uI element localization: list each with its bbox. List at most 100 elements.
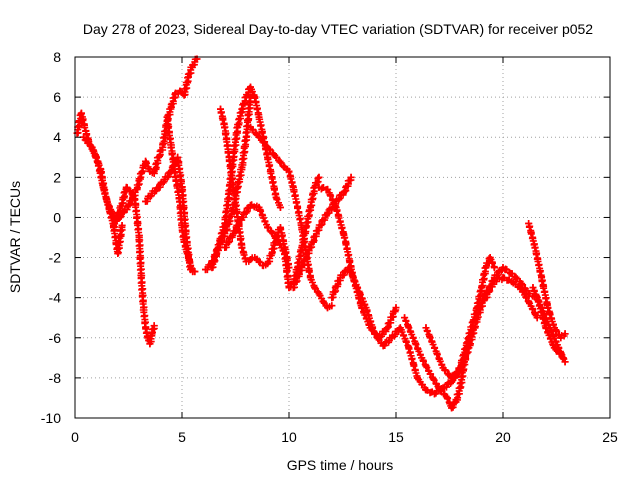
data-point [499,274,507,282]
data-point [255,203,263,211]
data-point [478,284,486,292]
data-point [184,73,192,81]
data-point [214,244,222,252]
data-point [176,197,184,205]
data-point [221,244,229,252]
data-point [557,334,565,342]
data-point [345,264,353,272]
data-point [264,223,272,231]
data-point [426,370,434,378]
data-point [163,113,171,121]
data-point [525,290,533,298]
data-point [184,254,192,262]
data-point [439,364,447,372]
y-tick-label: -6 [49,330,62,346]
data-point [161,175,169,183]
data-point [422,386,430,394]
data-point [142,324,150,332]
data-point [371,330,379,338]
data-point [142,157,150,165]
data-point [82,127,90,135]
data-point [154,153,162,161]
data-point [229,229,237,237]
data-point [114,211,122,219]
x-tick-label: 25 [602,429,618,445]
data-point [110,223,118,231]
data-point [238,213,246,221]
data-point [268,173,276,181]
data-point [234,123,242,131]
data-point [276,223,284,231]
series-arc-17 [525,219,569,342]
data-point [396,324,404,332]
data-point [246,83,254,91]
data-point [187,262,195,270]
data-point [159,143,167,151]
data-point [544,304,552,312]
data-point [255,133,263,141]
data-point [538,274,546,282]
data-point [92,153,100,161]
x-axis-label: GPS time / hours [287,457,394,473]
y-tick-label: -8 [49,370,62,386]
data-point [135,234,143,241]
y-tick-label: -10 [41,410,61,426]
data-point [144,334,152,342]
data-point [264,260,272,268]
data-point [221,219,229,227]
data-point [456,366,464,374]
series-arc-11 [289,173,355,292]
data-point [281,163,289,171]
data-point [225,153,233,161]
data-point [324,304,332,312]
data-points [73,55,569,412]
data-point [272,153,280,161]
data-point [435,384,443,392]
data-point [490,274,498,282]
data-point [452,398,460,406]
data-point [178,223,186,231]
data-point [189,61,197,69]
x-tick-label: 15 [388,429,404,445]
data-point [516,278,524,286]
data-point [118,199,126,207]
data-point [448,404,456,412]
y-axis-label: SDTVAR / TECUs [7,181,23,293]
data-point [125,201,132,209]
data-point [508,270,516,278]
data-point [225,217,233,225]
data-point [272,193,280,201]
data-point [443,394,451,402]
data-point [148,330,156,338]
ticks [74,56,611,419]
data-point [328,302,336,310]
data-point [289,183,297,191]
data-point [154,183,162,191]
data-point [306,244,314,252]
data-point [150,322,158,330]
data-point [525,219,533,227]
data-point [202,266,210,274]
data-point [133,185,141,193]
data-point [139,304,147,312]
data-point [242,258,250,266]
data-point [264,143,272,151]
data-point [88,143,96,151]
data-point [246,123,254,131]
data-point [298,244,306,252]
data-point [255,258,263,266]
data-point [285,167,293,175]
data-point [531,244,539,252]
data-point [311,284,319,292]
data-point [268,250,276,258]
data-point [388,334,396,342]
data-point [97,165,105,173]
tick-labels: 0 5 10 15 20 25 -10 -8 -6 -4 -2 0 2 4 6 8 [41,49,618,445]
data-point [137,169,145,177]
x-tick-label: 5 [178,429,186,445]
data-point [146,167,154,175]
data-point [131,195,139,203]
y-tick-label: -2 [49,250,62,266]
data-point [315,173,323,181]
data-point [324,209,332,217]
